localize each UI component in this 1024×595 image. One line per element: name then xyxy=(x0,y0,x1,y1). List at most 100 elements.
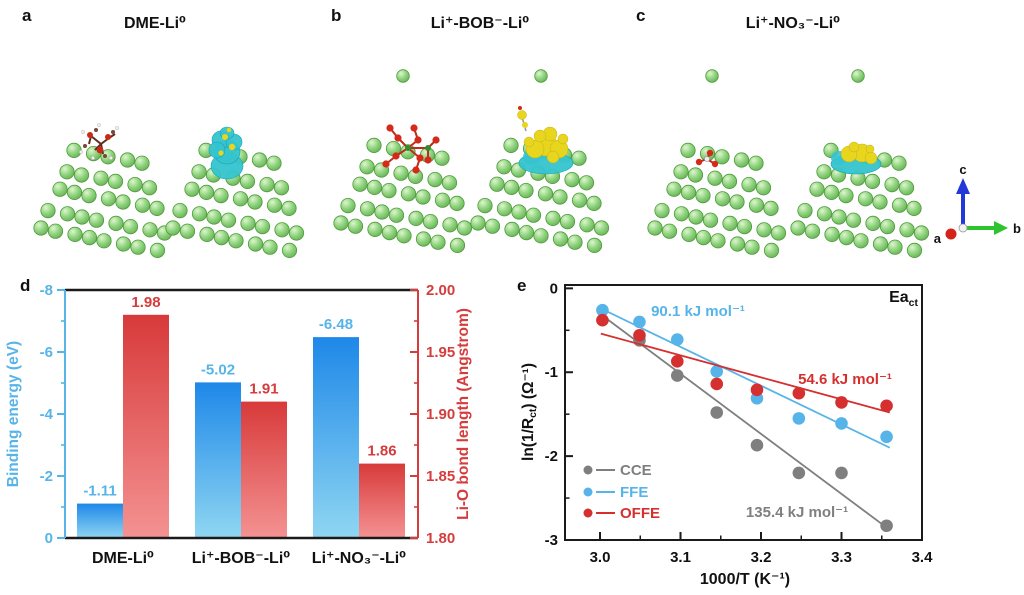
legend-marker xyxy=(583,465,593,475)
no3-anion xyxy=(695,149,719,168)
panel-b-structures xyxy=(333,69,610,253)
binding-energy-bar-chart: -1.11 1.98 DME-Li⁰ -5.02 1.91 Li⁺-BOB⁻-Li⁰ -6.… xyxy=(5,282,472,567)
data-point xyxy=(596,303,609,317)
arrhenius-plot: 135.4 kJ mol⁻¹ 90.1 kJ mol⁻¹ 54.6 kJ mol⁻¹… xyxy=(520,280,934,588)
data-point xyxy=(633,315,646,329)
binding-energy-bar xyxy=(313,337,359,538)
binding-energy-value: -6.48 xyxy=(319,316,353,333)
origin-sphere xyxy=(958,223,968,233)
floating-li-atom xyxy=(705,69,719,83)
panel-b-title: Li⁺-BOB⁻-Li⁰ xyxy=(430,15,530,32)
x-axis-tick-label: 3.1 xyxy=(670,549,691,566)
panel-a-title: DME-Li⁰ xyxy=(123,15,187,32)
legend-item-CCE: CCE xyxy=(583,462,652,479)
activation-energy-label: 135.4 kJ mol⁻¹ xyxy=(746,504,848,521)
category-label: DME-Li⁰ xyxy=(92,550,154,567)
legend-marker xyxy=(583,508,593,518)
panel-a-structures xyxy=(33,123,305,258)
bond-length-value: 1.98 xyxy=(131,294,160,311)
a-axis-sphere xyxy=(945,228,957,240)
y-axis-label: ln(1/Rct) (Ω⁻¹) xyxy=(520,363,539,461)
data-point xyxy=(750,438,764,452)
data-point xyxy=(710,365,724,378)
dme-molecule xyxy=(79,123,119,160)
series-OFFE xyxy=(596,313,893,414)
bond-length-bar xyxy=(241,401,287,538)
bond-length-bar xyxy=(359,463,405,538)
activation-energy-label: 54.6 kJ mol⁻¹ xyxy=(798,371,892,388)
right-axis-tick-label: 1.90 xyxy=(426,406,455,423)
data-point xyxy=(710,406,724,419)
floating-li-atom xyxy=(534,69,548,83)
data-point xyxy=(880,519,893,533)
panel-c-title: Li⁺-NO₃⁻-Li⁰ xyxy=(745,15,841,32)
binding-energy-bar xyxy=(195,382,241,538)
legend-item-OFFE: OFFE xyxy=(583,505,660,522)
left-axis-label: Binding energy (eV) xyxy=(5,341,22,487)
y-axis-tick-label: 0 xyxy=(550,280,558,297)
y-axis-tick-label: -1 xyxy=(545,364,558,381)
panel-c-structures xyxy=(647,69,930,258)
data-point xyxy=(670,333,684,346)
data-point xyxy=(670,355,684,368)
left-axis-tick-label: 0 xyxy=(45,530,53,547)
floating-li-atom xyxy=(396,69,410,83)
floating-li-atom xyxy=(851,69,865,83)
fit-line xyxy=(600,313,891,531)
binding-energy-bar xyxy=(77,503,123,538)
panel-e-label: e xyxy=(517,276,527,295)
charge-density-isosurface xyxy=(517,106,574,175)
gizmo-b-label: b xyxy=(1013,221,1021,236)
y-axis-tick-label: -2 xyxy=(545,448,558,465)
data-point xyxy=(880,430,893,444)
molecular-structures-figure: c b a xyxy=(33,69,1021,258)
x-axis-tick-label: 3.4 xyxy=(912,549,934,566)
plot-border xyxy=(564,284,923,541)
li-metal-slab xyxy=(333,137,473,253)
binding-energy-value: -1.11 xyxy=(83,483,116,500)
legend-label: OFFE xyxy=(620,505,660,522)
data-point xyxy=(710,377,724,391)
panel-b-label: b xyxy=(331,6,342,25)
bond-length-value: 1.91 xyxy=(249,381,278,398)
legend-item-FFE: FFE xyxy=(583,484,648,501)
right-axis-tick-label: 2.00 xyxy=(426,282,455,299)
x-axis-label: 1000/T (K⁻¹) xyxy=(700,571,790,588)
right-axis-label: Li-O bond length (Angstrom) xyxy=(455,308,472,520)
x-axis-tick-label: 3.2 xyxy=(751,549,772,566)
charge-density-isosurface xyxy=(830,141,882,175)
data-point xyxy=(633,329,646,342)
bob-anion xyxy=(382,124,440,174)
li-metal-slab xyxy=(33,142,173,258)
gizmo-a-label: a xyxy=(934,231,942,246)
left-axis-tick-label: -8 xyxy=(40,282,53,299)
data-point xyxy=(792,412,806,425)
bond-length-value: 1.86 xyxy=(367,443,396,460)
category-label: Li⁺-NO₃⁻-Li⁰ xyxy=(312,550,406,567)
data-point xyxy=(792,386,806,400)
data-point xyxy=(670,369,684,382)
bond-length-bar xyxy=(123,314,169,538)
data-point xyxy=(835,466,848,480)
axis-gizmo: c b a xyxy=(934,162,1021,246)
x-axis-tick-label: 3.0 xyxy=(590,549,611,566)
left-axis-tick-label: -6 xyxy=(40,344,53,361)
data-point xyxy=(792,466,806,480)
panel-d-label: d xyxy=(20,276,31,295)
corner-label-ea-ct: Eact xyxy=(889,289,918,309)
li-metal-slab xyxy=(165,142,305,258)
gizmo-c-label: c xyxy=(959,162,966,177)
right-axis-tick-label: 1.80 xyxy=(426,530,455,547)
data-point xyxy=(596,313,609,327)
left-axis-tick-label: -2 xyxy=(40,468,53,485)
left-axis-tick-label: -4 xyxy=(40,406,54,423)
legend-label: FFE xyxy=(620,484,648,501)
data-point xyxy=(835,417,848,430)
charge-density-isosurface xyxy=(208,126,244,180)
li-metal-slab xyxy=(647,142,787,258)
right-axis-tick-label: 1.95 xyxy=(426,344,455,361)
panel-a-label: a xyxy=(22,6,32,25)
binding-energy-value: -5.02 xyxy=(201,361,235,378)
legend-label: CCE xyxy=(620,462,652,479)
